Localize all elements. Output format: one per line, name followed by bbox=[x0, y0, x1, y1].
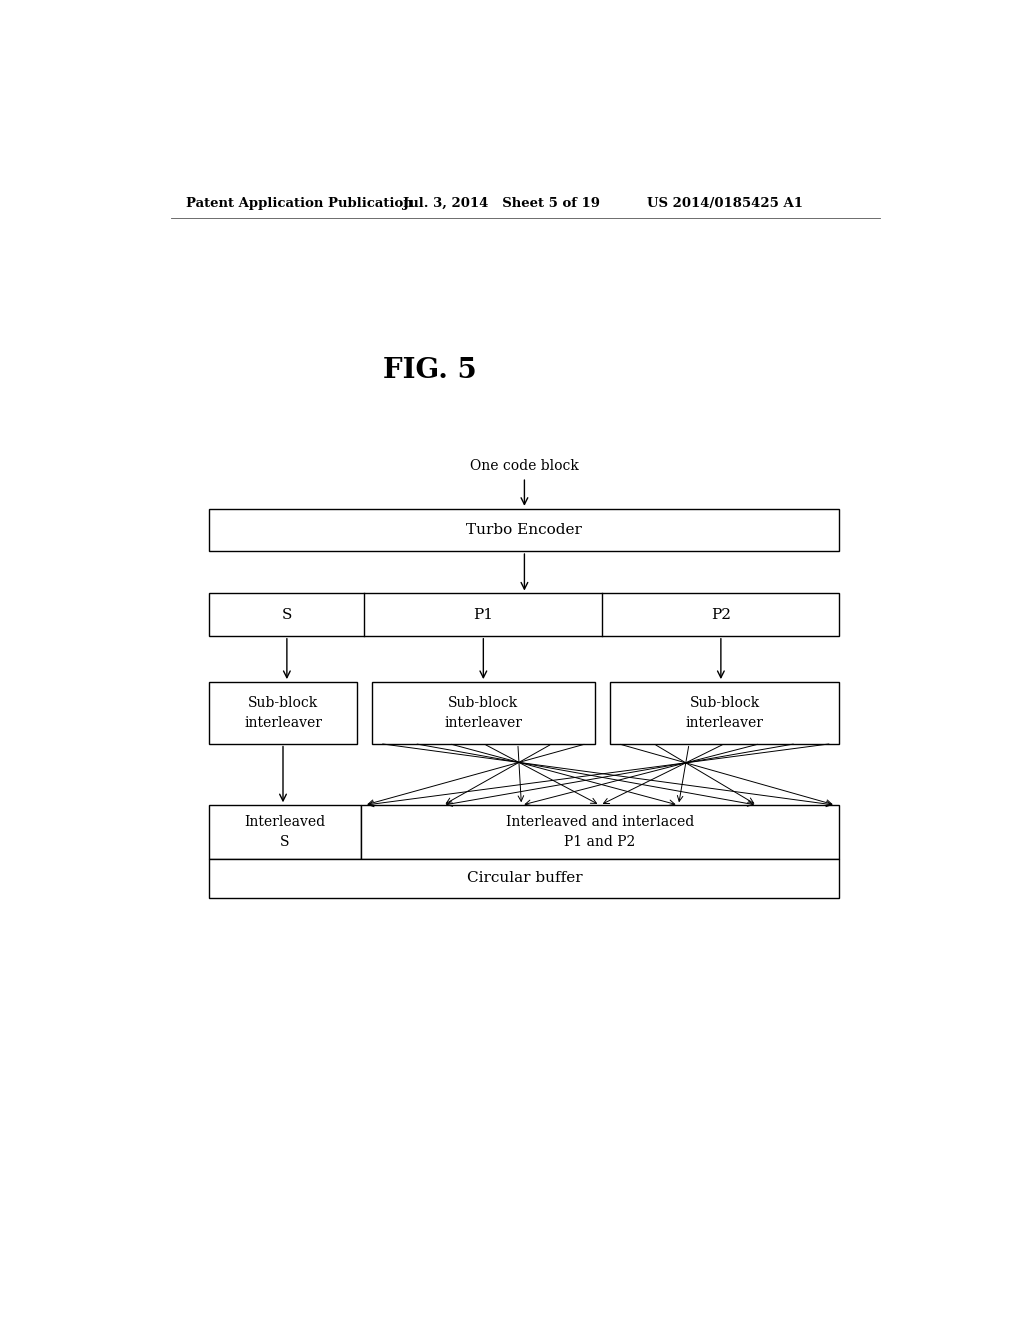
Bar bbox=[610, 682, 840, 743]
Bar bbox=[209, 805, 360, 859]
Bar bbox=[209, 594, 840, 636]
Text: Circular buffer: Circular buffer bbox=[467, 871, 583, 886]
Text: FIG. 5: FIG. 5 bbox=[383, 356, 477, 384]
Text: Sub-block
interleaver: Sub-block interleaver bbox=[686, 696, 764, 730]
Text: Interleaved and interlaced
P1 and P2: Interleaved and interlaced P1 and P2 bbox=[506, 816, 694, 849]
Bar bbox=[209, 859, 840, 898]
Text: Patent Application Publication: Patent Application Publication bbox=[186, 197, 413, 210]
Text: One code block: One code block bbox=[470, 459, 579, 474]
Text: Sub-block
interleaver: Sub-block interleaver bbox=[444, 696, 522, 730]
Text: P1: P1 bbox=[473, 607, 494, 622]
Bar bbox=[209, 508, 840, 552]
Text: Turbo Encoder: Turbo Encoder bbox=[467, 523, 583, 537]
Text: Jul. 3, 2014   Sheet 5 of 19: Jul. 3, 2014 Sheet 5 of 19 bbox=[403, 197, 600, 210]
Bar bbox=[360, 805, 840, 859]
Text: US 2014/0185425 A1: US 2014/0185425 A1 bbox=[647, 197, 803, 210]
Text: P2: P2 bbox=[711, 607, 731, 622]
Text: S: S bbox=[282, 607, 292, 622]
Bar bbox=[209, 682, 356, 743]
Text: Interleaved
S: Interleaved S bbox=[245, 816, 326, 849]
Bar bbox=[372, 682, 595, 743]
Text: Sub-block
interleaver: Sub-block interleaver bbox=[244, 696, 322, 730]
